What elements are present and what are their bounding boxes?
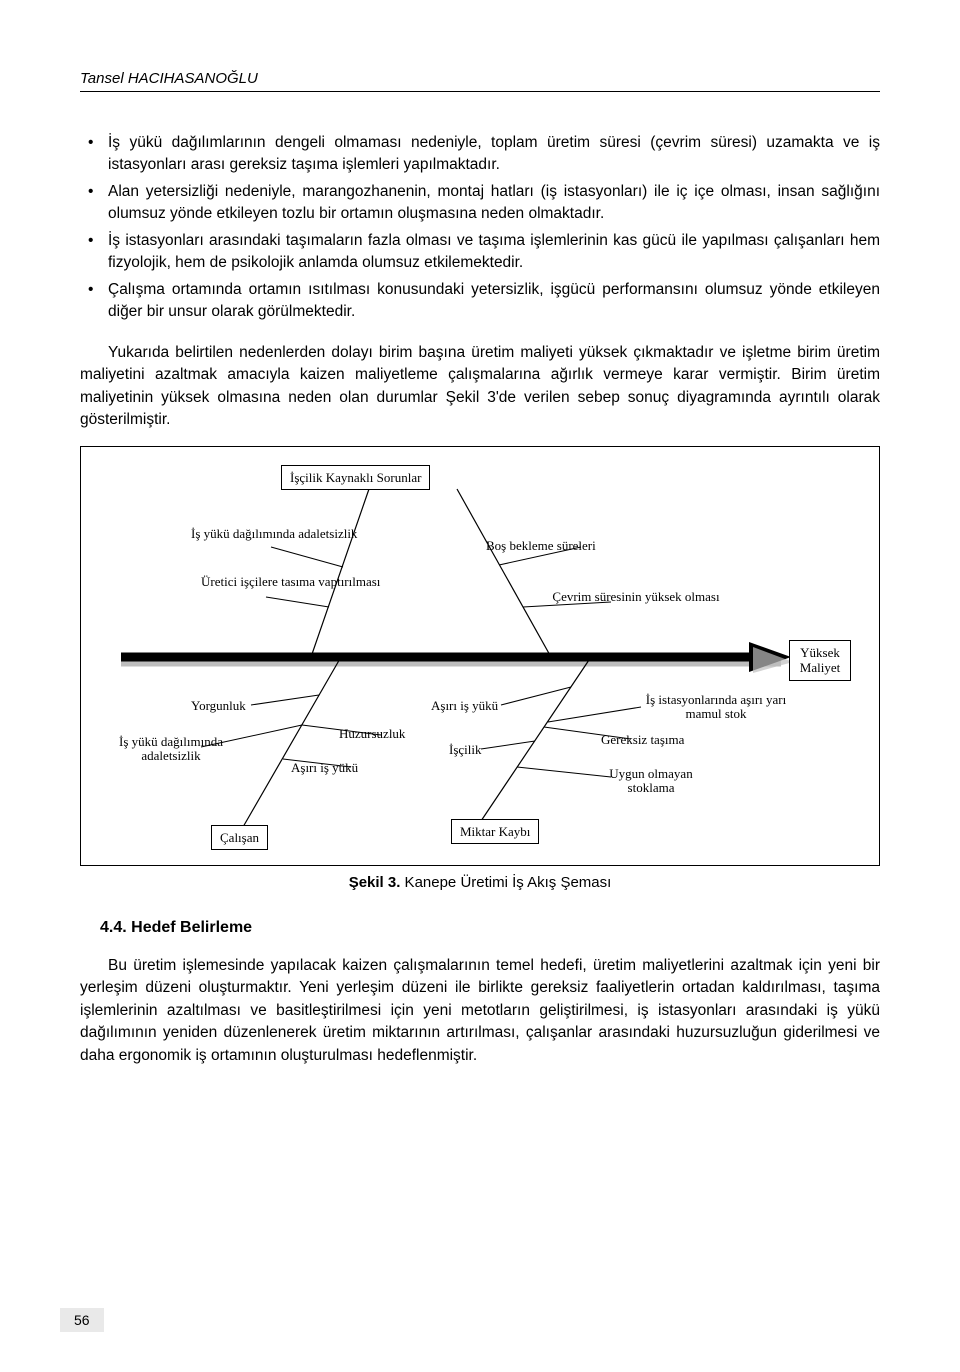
figure-caption-text: Kanepe Üretimi İş Akış Şeması [400, 874, 611, 891]
fb-effect-box: Yüksek Maliyet [789, 640, 851, 681]
bullet-item: Alan yetersizliği nedeniyle, marangozhan… [108, 181, 880, 226]
fb-category-top: İşçilik Kaynaklı Sorunlar [281, 465, 430, 491]
fishbone-svg [81, 447, 879, 865]
fb-cause-label: Uygun olmayan stoklama [591, 767, 711, 796]
fb-cause-label: Aşırı iş yükü [431, 699, 498, 713]
section-heading: 4.4. Hedef Belirleme [100, 919, 880, 937]
author-name: Tansel HACIHASANOĞLU [80, 70, 880, 87]
page-number: 56 [60, 1308, 104, 1332]
fb-cause-label: Çevrim süresinin yüksek olması [551, 590, 721, 604]
paragraph: Bu üretim işlemesinde yapılacak kaizen ç… [80, 955, 880, 1067]
bullet-list: İş yükü dağılımlarının dengeli olmaması … [80, 132, 880, 324]
fb-cause-label: Yorgunluk [191, 699, 246, 713]
fb-cause-label: Aşırı iş yükü [291, 761, 358, 775]
bullet-item: İş istasyonları arasındaki taşımaların f… [108, 230, 880, 275]
fb-cause-label: Gereksiz taşıma [601, 733, 684, 747]
fb-cause-label: İşçilik [449, 743, 482, 757]
fb-cause-label: Üretici işçilere tasıma vaptırılması [201, 575, 331, 589]
figure-caption: Şekil 3. Kanepe Üretimi İş Akış Şeması [80, 874, 880, 891]
paragraph: Yukarıda belirtilen nedenlerden dolayı b… [80, 342, 880, 432]
fishbone-diagram: İşçilik Kaynaklı Sorunlar Yüksek Maliyet… [80, 446, 880, 866]
figure-caption-bold: Şekil 3. [349, 874, 401, 891]
fb-effect-label: Yüksek Maliyet [800, 645, 840, 676]
header-rule [80, 91, 880, 92]
fb-cause-label: İş yükü dağılımında adaletsizlik [191, 527, 341, 541]
bullet-item: İş yükü dağılımlarının dengeli olmaması … [108, 132, 880, 177]
bullet-item: Çalışma ortamında ortamın ısıtılması kon… [108, 279, 880, 324]
fb-category-bottom-left: Çalışan [211, 825, 268, 851]
fb-cause-label: Huzursuzluk [339, 727, 405, 741]
fb-cause-label: İş yükü dağılımında adaletsizlik [101, 735, 241, 764]
fb-cause-label: Boş bekleme süreleri [486, 539, 596, 553]
fb-cause-label: İş istasyonlarında aşırı yarı mamul stok [641, 693, 791, 722]
fb-category-bottom-right: Miktar Kaybı [451, 819, 539, 845]
